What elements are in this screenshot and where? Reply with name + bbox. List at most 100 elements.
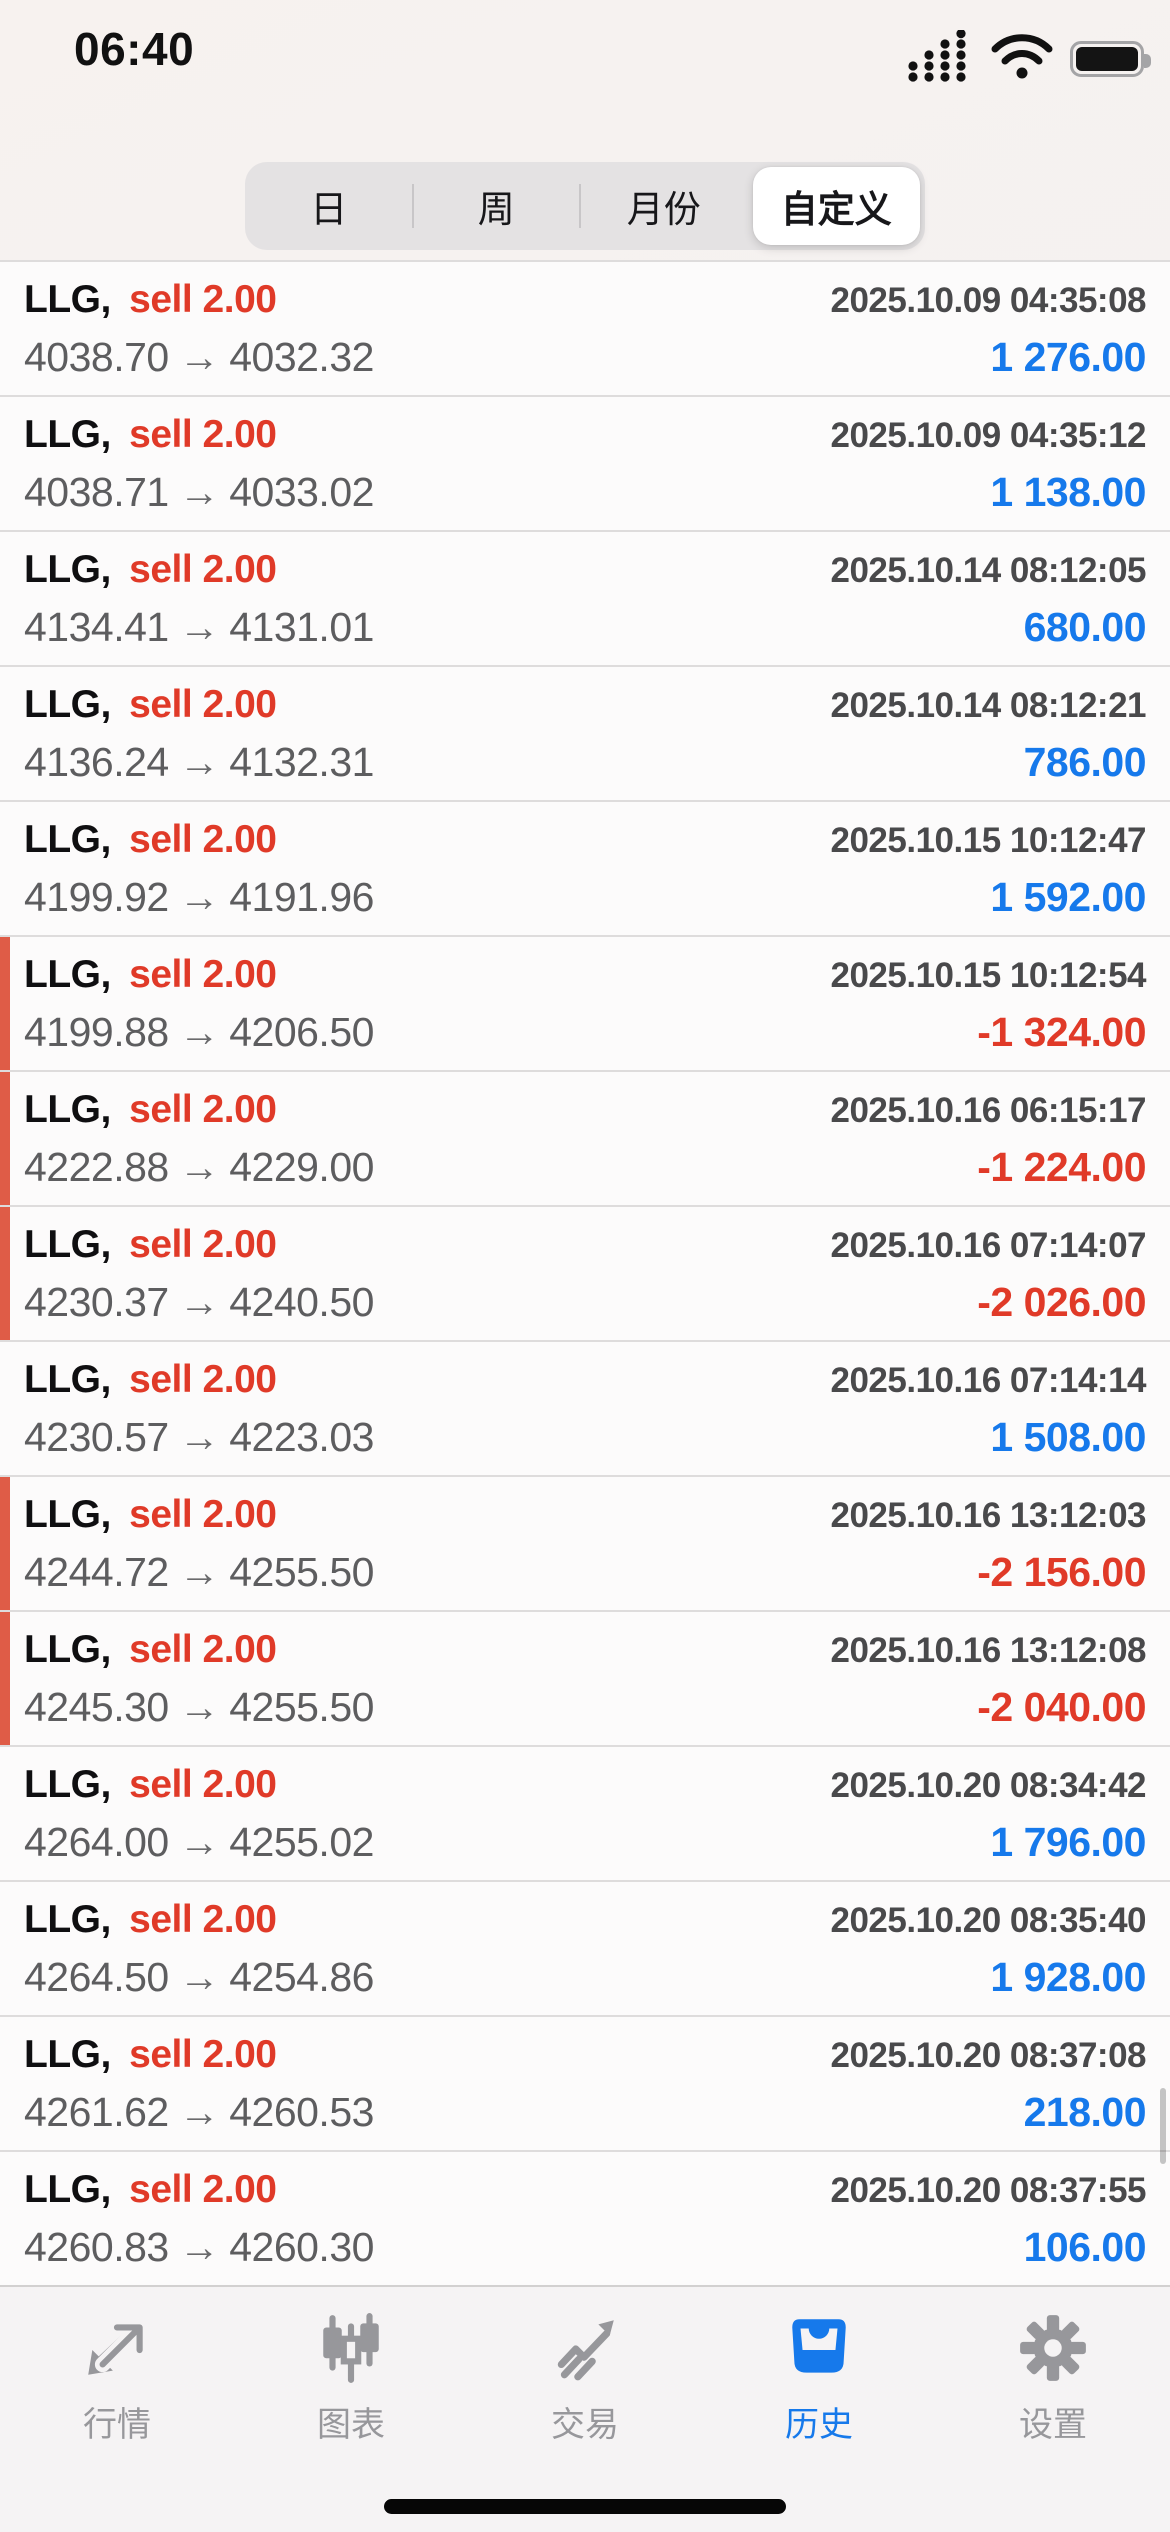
close-price: 4033.02 [229,469,374,515]
trade-row[interactable]: LLG, sell 2.00 2025.10.16 13:12:08 4245.… [0,1612,1170,1747]
trade-close-time: 2025.10.09 04:35:08 [830,281,1147,320]
trade-profit: 1 928.00 [990,1954,1146,2000]
trade-symbol: LLG, [24,1358,122,1401]
trade-row[interactable]: LLG, sell 2.00 2025.10.20 08:35:40 4264.… [0,1882,1170,2017]
trade-side-volume: sell 2.00 [129,278,277,321]
trade-side-volume: sell 2.00 [129,683,277,726]
trade-icon [548,2311,622,2385]
trade-price-range: 4038.71 → 4033.02 [24,469,374,516]
trade-symbol-and-side: LLG, sell 2.00 [24,1088,277,1132]
tab-trade[interactable]: 交易 [468,2311,702,2446]
status-bar: 06:40 [0,0,1170,100]
clock: 06:40 [74,23,195,75]
trade-close-time: 2025.10.16 13:12:08 [830,1631,1147,1670]
trade-close-time: 2025.10.16 07:14:14 [830,1361,1147,1400]
trade-profit: 1 592.00 [990,874,1146,920]
loss-indicator-bar [0,1207,10,1340]
arrow-right-icon: → [178,1549,220,1595]
trade-profit: 1 796.00 [990,1819,1146,1865]
tab-quotes[interactable]: 行情 [0,2311,234,2446]
segment-day[interactable]: 日 [245,162,413,250]
trade-close-time: 2025.10.16 07:14:07 [830,1226,1147,1265]
trade-row[interactable]: LLG, sell 2.00 2025.10.09 04:35:08 4038.… [0,262,1170,397]
trade-side-volume: sell 2.00 [129,1088,277,1131]
loss-indicator-bar [0,1072,10,1205]
segment-day-label: 日 [310,189,348,230]
trade-symbol: LLG, [24,683,122,726]
trade-row[interactable]: LLG, sell 2.00 2025.10.14 08:12:05 4134.… [0,532,1170,667]
settings-icon [1016,2311,1090,2385]
trade-row[interactable]: LLG, sell 2.00 2025.10.09 04:35:12 4038.… [0,397,1170,532]
open-price: 4261.62 [24,2089,169,2135]
loss-indicator-bar [0,937,10,1070]
trade-profit: 680.00 [1023,604,1147,650]
trade-side-volume: sell 2.00 [129,2168,277,2211]
trade-profit: 1 276.00 [990,334,1146,380]
arrow-right-icon: → [178,1954,220,2000]
battery-fill [1076,46,1138,71]
trade-price-range: 4038.70 → 4032.32 [24,334,374,381]
loss-indicator-bar [0,1477,10,1610]
scrollbar[interactable] [1160,2088,1166,2164]
open-price: 4264.00 [24,1819,169,1865]
tab-history-label: 历史 [785,2406,853,2444]
trade-side-volume: sell 2.00 [129,1493,277,1536]
trade-row[interactable]: LLG, sell 2.00 2025.10.16 06:15:17 4222.… [0,1072,1170,1207]
trade-row[interactable]: LLG, sell 2.00 2025.10.16 07:14:07 4230.… [0,1207,1170,1342]
trade-price-range: 4264.00 → 4255.02 [24,1819,374,1866]
home-indicator[interactable] [384,2499,786,2514]
trade-symbol-and-side: LLG, sell 2.00 [24,1763,277,1807]
trade-symbol-and-side: LLG, sell 2.00 [24,2168,277,2212]
close-price: 4191.96 [229,874,374,920]
trade-side-volume: sell 2.00 [129,818,277,861]
trade-row[interactable]: LLG, sell 2.00 2025.10.20 08:37:08 4261.… [0,2017,1170,2152]
open-price: 4038.71 [24,469,169,515]
trade-symbol-and-side: LLG, sell 2.00 [24,278,277,322]
segment-custom[interactable]: 自定义 [752,167,920,245]
trade-price-range: 4230.37 → 4240.50 [24,1279,374,1326]
trade-row[interactable]: LLG, sell 2.00 2025.10.16 13:12:03 4244.… [0,1477,1170,1612]
trade-symbol: LLG, [24,1088,122,1131]
trade-symbol: LLG, [24,1898,122,1941]
trade-row[interactable]: LLG, sell 2.00 2025.10.20 08:34:42 4264.… [0,1747,1170,1882]
trade-symbol-and-side: LLG, sell 2.00 [24,683,277,727]
trade-close-time: 2025.10.20 08:37:55 [830,2171,1147,2210]
trade-symbol-and-side: LLG, sell 2.00 [24,1628,277,1672]
trade-side-volume: sell 2.00 [129,1358,277,1401]
trade-symbol-and-side: LLG, sell 2.00 [24,1223,277,1267]
trade-price-range: 4199.92 → 4191.96 [24,874,374,921]
trade-side-volume: sell 2.00 [129,2033,277,2076]
tab-settings[interactable]: 设置 [936,2311,1170,2446]
tab-history[interactable]: 历史 [702,2311,936,2446]
segment-week[interactable]: 周 [411,162,581,250]
trade-row[interactable]: LLG, sell 2.00 2025.10.20 08:37:55 4260.… [0,2152,1170,2287]
close-price: 4254.86 [229,1954,374,2000]
close-price: 4132.31 [229,739,374,785]
trade-symbol-and-side: LLG, sell 2.00 [24,2033,277,2077]
trade-row[interactable]: LLG, sell 2.00 2025.10.14 08:12:21 4136.… [0,667,1170,802]
trade-close-time: 2025.10.15 10:12:54 [830,956,1147,995]
trade-symbol: LLG, [24,2033,122,2076]
arrow-right-icon: → [178,1684,220,1730]
trade-symbol: LLG, [24,1763,122,1806]
trade-close-time: 2025.10.20 08:37:08 [830,2036,1147,2075]
trade-row[interactable]: LLG, sell 2.00 2025.10.16 07:14:14 4230.… [0,1342,1170,1477]
trade-symbol: LLG, [24,1493,122,1536]
trade-profit: 1 508.00 [990,1414,1146,1460]
arrow-right-icon: → [178,1009,220,1055]
trade-row[interactable]: LLG, sell 2.00 2025.10.15 10:12:54 4199.… [0,937,1170,1072]
quotes-icon [80,2311,154,2385]
close-price: 4131.01 [229,604,374,650]
open-price: 4134.41 [24,604,169,650]
trade-symbol-and-side: LLG, sell 2.00 [24,548,277,592]
trade-row[interactable]: LLG, sell 2.00 2025.10.15 10:12:47 4199.… [0,802,1170,937]
arrow-right-icon: → [178,469,220,515]
segment-month[interactable]: 月份 [579,162,748,250]
open-price: 4245.30 [24,1684,169,1730]
tab-charts[interactable]: 图表 [234,2311,468,2446]
tab-quotes-label: 行情 [83,2406,151,2444]
trade-symbol-and-side: LLG, sell 2.00 [24,413,277,457]
segment-week-label: 周 [477,189,515,230]
trade-side-volume: sell 2.00 [129,1763,277,1806]
trade-profit: 1 138.00 [990,469,1146,515]
